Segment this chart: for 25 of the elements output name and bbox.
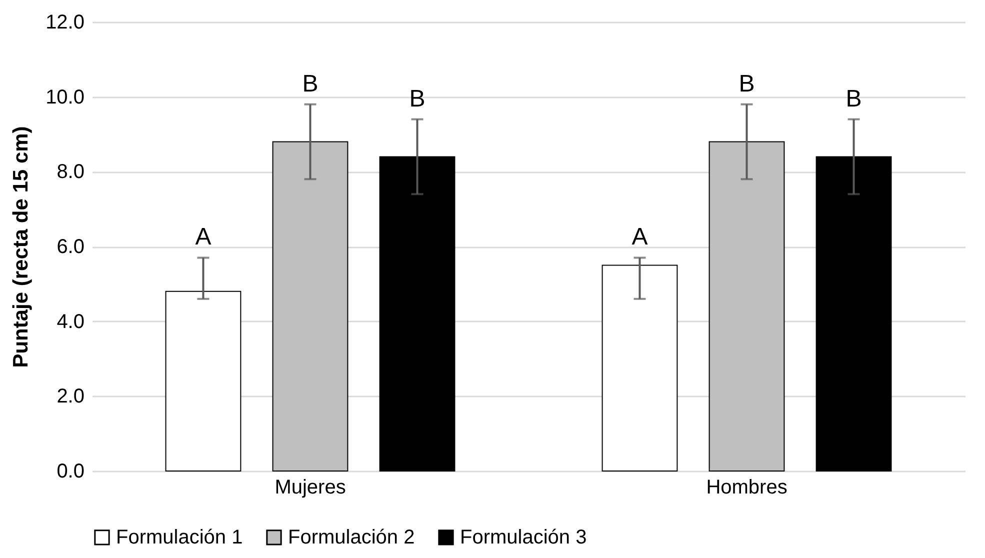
bar xyxy=(379,156,456,472)
annotation: B xyxy=(409,85,426,112)
legend-label: Formulación 1 xyxy=(116,526,243,548)
annotation: B xyxy=(738,70,755,98)
bar xyxy=(602,264,678,472)
bar xyxy=(816,156,892,472)
y-tick-label: 12.0 xyxy=(46,12,84,34)
annotation: B xyxy=(302,70,318,98)
bar xyxy=(708,141,785,472)
bar xyxy=(272,141,348,472)
annotation: A xyxy=(632,224,648,251)
legend-label: Formulación 3 xyxy=(460,526,587,548)
y-tick-label: 6.0 xyxy=(56,236,84,258)
legend-label: Formulación 2 xyxy=(288,526,415,548)
y-tick-label: 8.0 xyxy=(56,161,84,184)
y-axis-title: Puntaje (recta de 15 cm) xyxy=(10,126,33,368)
annotation: B xyxy=(846,85,862,112)
bar xyxy=(165,290,242,472)
y-tick-label: 2.0 xyxy=(56,386,84,408)
annotation: A xyxy=(195,224,212,251)
x-tick-label: Hombres xyxy=(706,476,788,498)
y-tick-label: 10.0 xyxy=(46,86,84,108)
y-tick-label: 0.0 xyxy=(56,460,84,482)
y-tick-label: 4.0 xyxy=(56,310,84,333)
x-tick-label: Mujeres xyxy=(274,476,346,498)
